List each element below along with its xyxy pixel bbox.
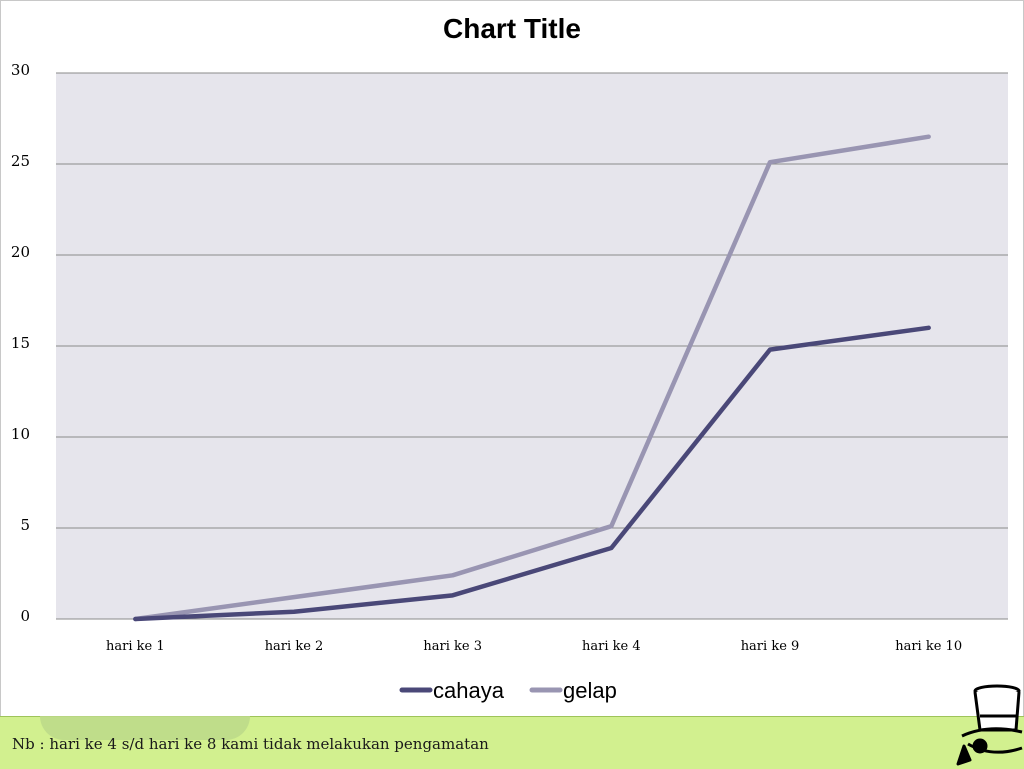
legend-label-gelap: gelap bbox=[563, 678, 617, 703]
y-tick-label: 20 bbox=[11, 243, 30, 261]
x-tick-label: hari ke 2 bbox=[265, 639, 324, 654]
chart-title: Chart Title bbox=[443, 13, 581, 44]
y-tick-label: 15 bbox=[11, 334, 30, 352]
y-axis-ticks: 0 5 10 15 20 25 30 bbox=[11, 61, 30, 625]
x-tick-label: hari ke 3 bbox=[423, 639, 482, 654]
series-line-cahaya bbox=[133, 325, 931, 622]
legend: cahaya gelap bbox=[399, 678, 617, 703]
x-tick-label: hari ke 1 bbox=[106, 639, 165, 654]
legend-label-cahaya: cahaya bbox=[433, 678, 505, 703]
y-tick-label: 30 bbox=[11, 61, 30, 79]
gridlines bbox=[56, 72, 1008, 620]
y-tick-label: 5 bbox=[20, 516, 30, 534]
top-hat-character-icon bbox=[956, 684, 1023, 766]
footer-decoration bbox=[40, 716, 250, 740]
series-lines bbox=[133, 134, 931, 622]
x-tick-label: hari ke 10 bbox=[895, 639, 962, 654]
series-line-gelap bbox=[133, 134, 931, 622]
x-tick-label: hari ke 4 bbox=[582, 639, 641, 654]
footer-note: Nb : hari ke 4 s/d hari ke 8 kami tidak … bbox=[12, 735, 489, 753]
y-tick-label: 25 bbox=[11, 152, 30, 170]
x-tick-label: hari ke 9 bbox=[741, 639, 800, 654]
y-tick-label: 0 bbox=[20, 607, 30, 625]
line-chart: 0 5 10 15 20 25 30 hari ke 1 hari ke 2 hari ke 3… bbox=[11, 13, 1008, 703]
x-axis-ticks: hari ke 1 hari ke 2 hari ke 3 hari ke 4 hari… bbox=[106, 639, 962, 654]
y-tick-label: 10 bbox=[11, 425, 30, 443]
